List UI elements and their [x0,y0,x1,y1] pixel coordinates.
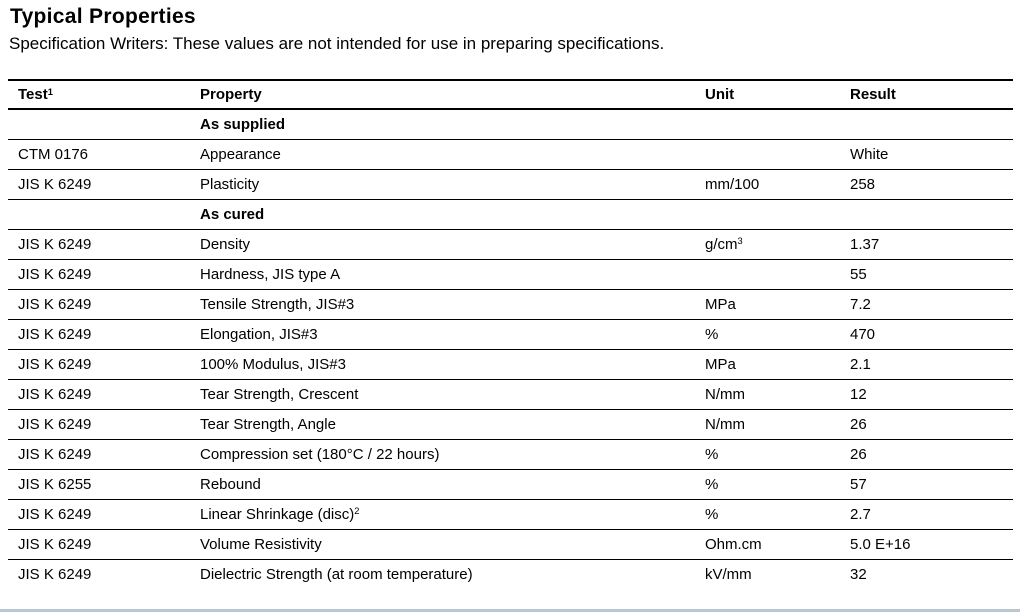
property-cell: Dielectric Strength (at room temperature… [200,565,473,583]
superscript: 1 [47,86,53,97]
test-cell: JIS K 6255 [8,469,200,500]
test-cell: JIS K 6249 [8,379,200,410]
property-cell: Appearance [200,139,705,170]
test-cell: JIS K 6249 [8,289,200,320]
table-row: JIS K 6249 Volume Resistivity Ohm.cm 5.0… [8,529,1013,560]
test-cell [8,109,200,140]
test-cell: JIS K 6249 [8,529,200,560]
unit-cell [705,139,850,170]
property-cell: As cured [200,199,705,230]
property-cell: Hardness, JIS type A [200,259,705,290]
table-body: As supplied CTM 0176 Appearance White JI… [8,109,1013,589]
unit-cell: % [705,319,850,350]
property-cell: 100% Modulus, JIS#3 [200,349,705,380]
table-head: Test1 Property Unit Result [8,80,1013,110]
unit-cell [705,199,850,230]
table-row: JIS K 6249 Tear Strength, Crescent N/mm … [8,379,1013,410]
table-row: JIS K 6249 100% Modulus, JIS#3 MPa 2.1 [8,349,1013,380]
test-cell: JIS K 6249 [8,499,200,530]
spec-writers-note: Specification Writers: These values are … [9,34,665,53]
section-row: As supplied [8,109,1013,140]
property-cell: Rebound [200,469,705,500]
unit-cell: Ohm.cm [705,529,850,560]
result-cell: 26 [850,409,1013,440]
result-cell: 2.1 [850,349,1013,380]
column-header-test: Test1 [8,80,200,110]
test-cell: JIS K 6249 [8,229,200,260]
test-cell: JIS K 6249 [8,439,200,470]
result-cell: 57 [850,469,1013,500]
unit-cell [705,259,850,290]
property-cell: Tear Strength, Angle [200,409,705,440]
property-cell: Plasticity [200,169,705,200]
table-row: JIS K 6249 Linear Shrinkage (disc)2 % 2.… [8,499,1013,530]
typical-properties-table: Test1 Property Unit Result As supplied CTM … [8,79,1013,589]
unit-cell: g/cm3 [705,229,850,260]
unit-cell: mm/100 [705,169,850,200]
property-cell: Volume Resistivity [200,529,705,560]
property-cell: Linear Shrinkage (disc)2 [200,499,705,530]
unit-cell: N/mm [705,409,850,440]
result-cell: 7.2 [850,289,1013,320]
result-cell: 32 [850,565,867,583]
table-row: JIS K 6249 Elongation, JIS#3 % 470 [8,319,1013,350]
table-row: CTM 0176 Appearance White [8,139,1013,170]
test-cell: JIS K 6249 [8,349,200,380]
table-header-row: Test1 Property Unit Result [8,80,1013,110]
unit-cell: MPa [705,349,850,380]
unit-cell [705,109,850,140]
table-row: JIS K 6255 Rebound % 57 [8,469,1013,500]
superscript: 2 [354,506,360,517]
test-cell: JIS K 6249 [8,259,200,290]
result-cell: 12 [850,379,1013,410]
result-cell: 258 [850,169,1013,200]
column-header-result: Result [850,80,1013,110]
property-cell: As supplied [200,109,705,140]
test-cell: CTM 0176 [8,139,200,170]
unit-cell: % [705,439,850,470]
page-title: Typical Properties [10,5,196,28]
table-row: JIS K 6249 Compression set (180°C / 22 h… [8,439,1013,470]
table-row: JIS K 6249 Hardness, JIS type A 55 [8,259,1013,290]
viewport-bottom-edge [0,609,1020,612]
table-row: JIS K 6249 Dielectric Strength (at room … [8,559,1013,589]
test-cell: JIS K 6249 [8,319,200,350]
column-header-property: Property [200,80,705,110]
result-cell [850,109,1013,140]
superscript: 3 [737,236,743,247]
test-cell: JIS K 6249 [18,565,92,583]
unit-cell: % [705,499,850,530]
property-cell: Compression set (180°C / 22 hours) [200,439,705,470]
table-row: JIS K 6249 Tensile Strength, JIS#3 MPa 7… [8,289,1013,320]
result-cell: 5.0 E+16 [850,529,1013,560]
test-cell: JIS K 6249 [8,409,200,440]
result-cell: 2.7 [850,499,1013,530]
result-cell: 470 [850,319,1013,350]
table-row: JIS K 6249 Density g/cm3 1.37 [8,229,1013,260]
unit-cell: kV/mm [705,565,752,583]
section-row: As cured [8,199,1013,230]
unit-cell: N/mm [705,379,850,410]
property-cell: Elongation, JIS#3 [200,319,705,350]
result-cell: 1.37 [850,229,1013,260]
result-cell: 55 [850,259,1013,290]
column-header-unit: Unit [705,80,850,110]
unit-cell: % [705,469,850,500]
property-cell: Tear Strength, Crescent [200,379,705,410]
table-row: JIS K 6249 Tear Strength, Angle N/mm 26 [8,409,1013,440]
table-row: JIS K 6249 Plasticity mm/100 258 [8,169,1013,200]
property-cell: Density [200,229,705,260]
result-cell [850,199,1013,230]
test-cell: JIS K 6249 [8,169,200,200]
property-cell: Tensile Strength, JIS#3 [200,289,705,320]
result-cell: 26 [850,439,1013,470]
result-cell: White [850,139,1013,170]
test-cell [8,199,200,230]
unit-cell: MPa [705,289,850,320]
